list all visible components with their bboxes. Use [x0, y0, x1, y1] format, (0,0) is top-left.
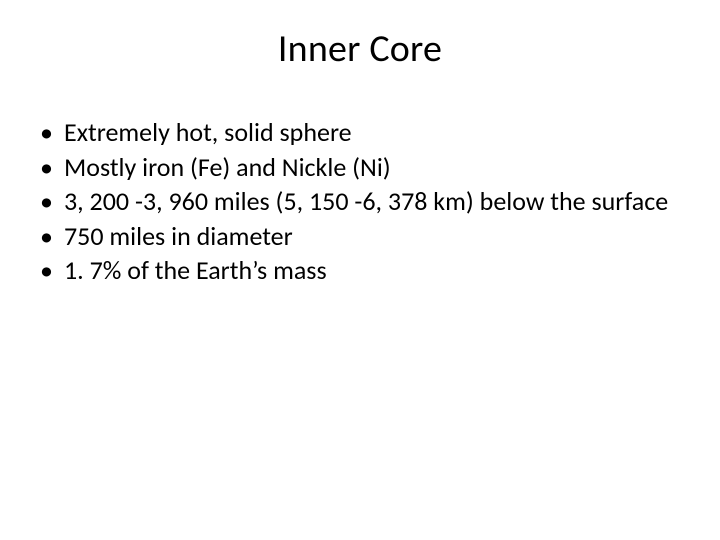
list-item: 3, 200 -3, 960 miles (5, 150 -6, 378 km)…: [30, 185, 690, 218]
list-item: Extremely hot, solid sphere: [30, 116, 690, 149]
slide-title: Inner Core: [30, 26, 690, 72]
list-item: 750 miles in diameter: [30, 220, 690, 253]
list-item: Mostly iron (Fe) and Nickle (Ni): [30, 151, 690, 184]
slide: Inner Core Extremely hot, solid sphere M…: [0, 0, 720, 540]
list-item: 1. 7% of the Earth’s mass: [30, 254, 690, 287]
bullet-list: Extremely hot, solid sphere Mostly iron …: [30, 116, 690, 287]
